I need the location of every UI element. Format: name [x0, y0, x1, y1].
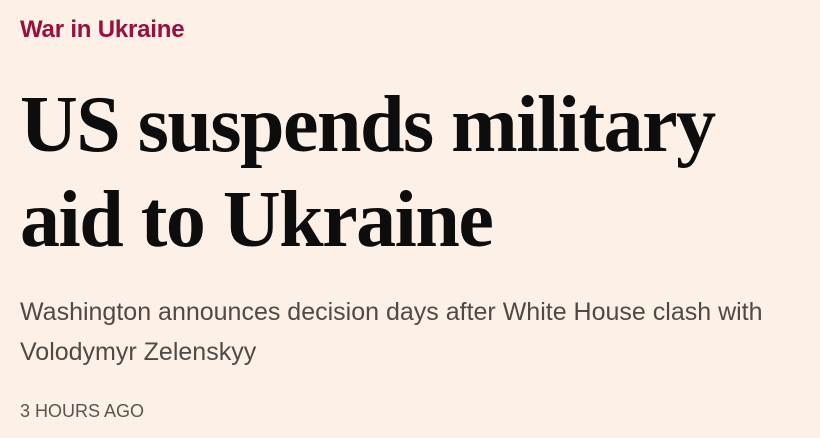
standfirst: Washington announces decision days after…	[20, 298, 763, 366]
topic-link[interactable]: War in Ukraine	[20, 16, 185, 43]
headline[interactable]: US suspends military aid to Ukraine	[20, 81, 716, 264]
timestamp: 3 HOURS AGO	[20, 401, 145, 421]
